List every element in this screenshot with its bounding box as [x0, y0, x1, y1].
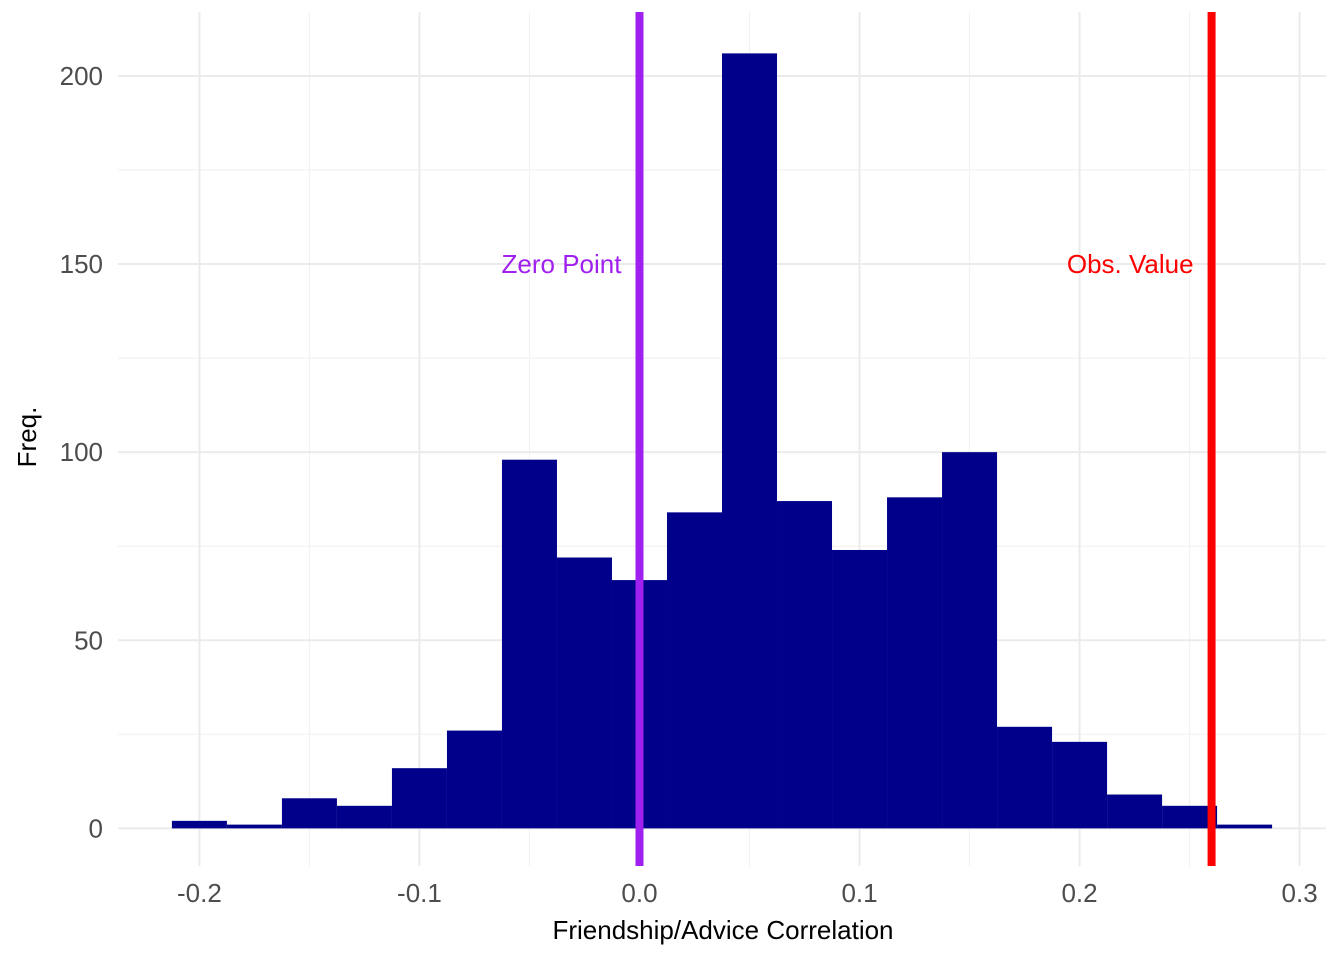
histogram-bar — [1162, 805, 1218, 829]
x-tick-label: 0.1 — [841, 878, 877, 908]
histogram-bar — [942, 452, 998, 829]
reference-line-label: Zero Point — [502, 249, 623, 279]
histogram-bar — [556, 557, 612, 829]
y-tick-label: 50 — [74, 625, 103, 655]
x-tick-label: 0.0 — [621, 878, 657, 908]
histogram-bar — [1217, 824, 1273, 829]
histogram-bar — [777, 501, 833, 829]
histogram-bar — [226, 824, 282, 829]
histogram-bar — [281, 798, 337, 829]
x-tick-label: -0.1 — [397, 878, 442, 908]
reference-labels: Zero Point Obs. Value — [502, 249, 1194, 279]
histogram-bar — [1052, 741, 1108, 829]
y-axis-title: Freq. — [12, 407, 42, 468]
x-axis-title: Friendship/Advice Correlation — [552, 915, 893, 945]
y-tick-label: 100 — [60, 437, 103, 467]
y-tick-label: 150 — [60, 249, 103, 279]
histogram-bar — [722, 53, 778, 829]
histogram-bar — [171, 820, 227, 829]
x-axis-tick-labels: -0.2 -0.1 0.0 0.1 0.2 0.3 — [177, 878, 1318, 908]
histogram-bar — [887, 497, 943, 829]
x-tick-label: -0.2 — [177, 878, 222, 908]
x-tick-label: 0.2 — [1061, 878, 1097, 908]
histogram-bar — [446, 730, 502, 829]
y-tick-label: 0 — [89, 813, 103, 843]
y-tick-label: 200 — [60, 61, 103, 91]
histogram-bar — [336, 805, 392, 829]
histogram-bar — [666, 512, 722, 829]
histogram-bar — [997, 726, 1053, 829]
reference-lines — [635, 12, 1216, 866]
histogram-bar — [501, 459, 557, 829]
histogram-bar — [832, 549, 888, 829]
reference-line-label: Obs. Value — [1067, 249, 1194, 279]
histogram-bar — [1107, 794, 1163, 829]
histogram-bar — [391, 768, 447, 829]
x-tick-label: 0.3 — [1282, 878, 1318, 908]
y-axis-tick-labels: 0 50 100 150 200 — [60, 61, 103, 843]
